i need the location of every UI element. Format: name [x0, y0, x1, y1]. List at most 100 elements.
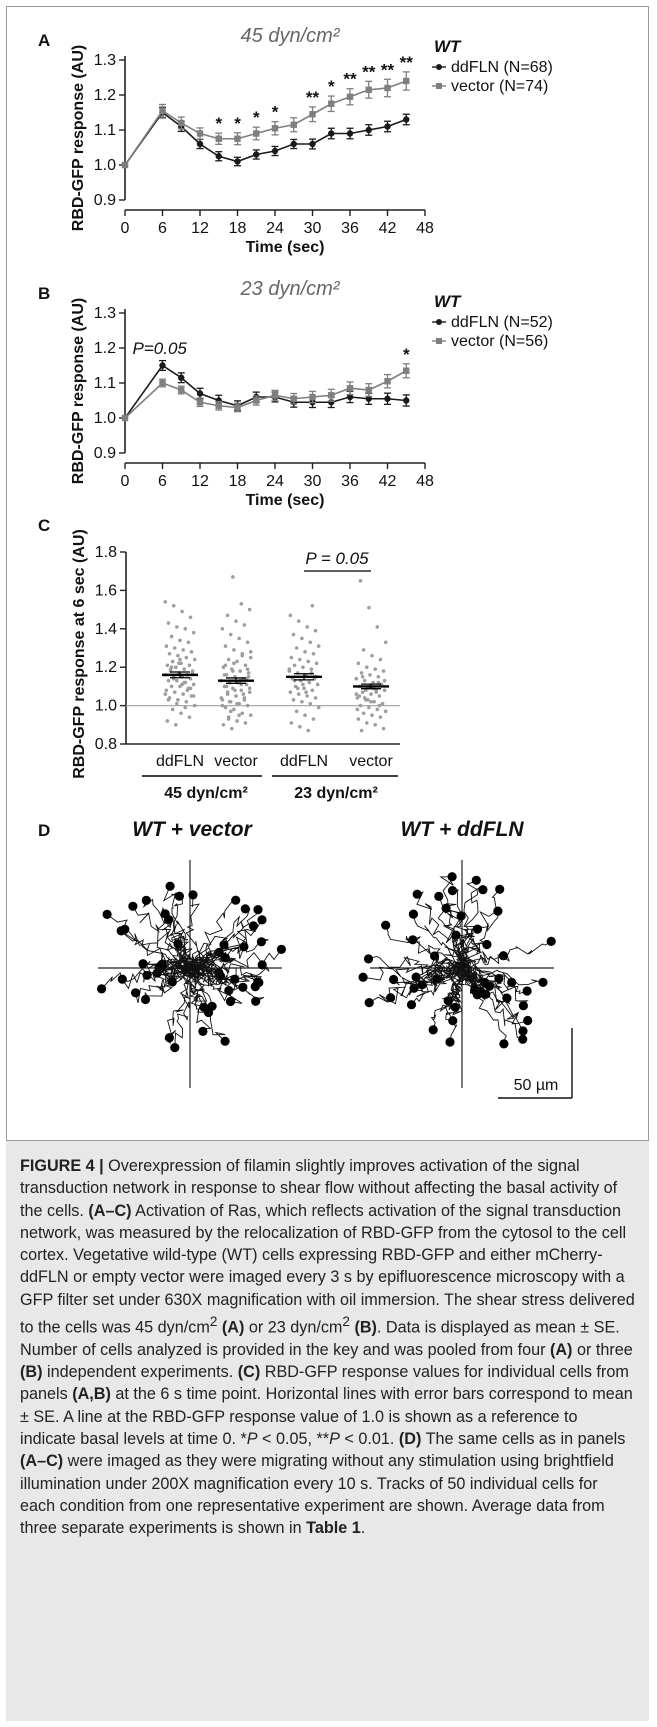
cell-dot — [303, 713, 307, 717]
cell-dot — [354, 692, 359, 696]
track-endpoint — [499, 1039, 509, 1049]
track-endpoint — [140, 994, 151, 1005]
x-tick-label: 30 — [304, 220, 322, 237]
track-endpoint — [518, 1026, 528, 1036]
cell-dot — [307, 680, 312, 685]
cell-dot — [177, 661, 181, 666]
track-endpoint — [493, 906, 503, 916]
track-endpoint — [408, 909, 418, 919]
cell-dot — [304, 690, 308, 694]
track-panel-title: WT + vector — [132, 818, 253, 841]
cell-dot — [305, 625, 309, 629]
group-label: 45 dyn/cm² — [164, 785, 248, 802]
cell-dot — [170, 659, 175, 664]
data-point — [365, 386, 372, 394]
legend-label: vector (N=74) — [451, 78, 548, 95]
legend-marker — [436, 319, 442, 325]
cell-dot — [365, 665, 369, 669]
track-endpoint — [225, 996, 236, 1007]
x-tick-label: 24 — [266, 473, 284, 490]
cell-track — [142, 898, 191, 969]
cell-dot — [235, 719, 239, 723]
cell-dot — [174, 665, 178, 669]
data-point — [121, 161, 129, 169]
y-tick-label: 1.2 — [94, 340, 116, 357]
cell-dot — [192, 703, 197, 708]
cell-dot — [356, 661, 361, 666]
cell-dot — [247, 690, 252, 694]
cell-track — [188, 967, 226, 1042]
caption-text: independent experiments. — [42, 1363, 238, 1382]
group-label: 23 dyn/cm² — [294, 785, 378, 802]
caption-intro: Overexpression of filamin slightly impro… — [20, 1157, 618, 1220]
cell-dot — [377, 694, 382, 698]
cell-dot — [310, 688, 315, 693]
caption-ref: (A–C) — [88, 1201, 132, 1220]
data-point — [159, 362, 166, 369]
track-endpoint — [170, 1043, 180, 1053]
cell-track — [185, 967, 212, 1032]
cell-track — [135, 967, 191, 1004]
cell-dot — [248, 655, 253, 660]
caption-superscript: 2 — [342, 1314, 350, 1330]
track-endpoint — [97, 984, 107, 994]
cell-dot — [247, 686, 252, 691]
cell-dot — [242, 698, 247, 702]
cell-dot — [383, 640, 388, 645]
panel-letter: C — [38, 516, 50, 535]
cell-dot — [165, 663, 170, 668]
caption-text: at the 6 s time point. Horizontal lines … — [20, 1385, 633, 1448]
cell-dot — [225, 690, 230, 694]
cell-dot — [181, 692, 185, 696]
data-point — [403, 397, 410, 404]
cell-dot — [372, 699, 376, 704]
cell-track — [171, 893, 194, 969]
cell-dot — [237, 713, 241, 717]
caption-text: . — [360, 1519, 366, 1538]
panel-title: 45 dyn/cm² — [241, 25, 341, 47]
panel-title: 23 dyn/cm² — [240, 278, 341, 300]
y-tick-label: 1.3 — [94, 305, 116, 322]
cell-dot — [382, 688, 387, 693]
cell-dot — [360, 690, 365, 694]
cell-dot — [302, 686, 306, 691]
track-endpoint — [471, 875, 481, 885]
cell-dot — [232, 707, 236, 712]
track-endpoint — [451, 930, 461, 940]
x-tick-label: 48 — [416, 473, 434, 490]
cell-dot — [369, 692, 373, 696]
data-point — [403, 367, 410, 374]
cell-dot — [308, 640, 313, 645]
track-endpoint — [102, 909, 112, 920]
data-point — [384, 84, 391, 92]
x-axis-title: Time (sec) — [246, 239, 325, 256]
cell-dot — [228, 709, 233, 714]
caption-text: Activation of Ras, which reflects activa… — [20, 1201, 635, 1337]
track-endpoint — [256, 937, 266, 947]
y-tick-label: 0.9 — [94, 445, 116, 462]
cell-track — [189, 964, 265, 1002]
cell-track — [416, 962, 463, 986]
cell-dot — [163, 600, 168, 604]
data-point — [346, 393, 354, 401]
y-tick-label: 0.8 — [95, 736, 117, 753]
figure-4: A 45 dyn/cm² 0.9 1.0 1.1 1.2 1.3 0 6 12 18 24 30 36 42… — [38, 25, 573, 1099]
track-endpoint — [257, 915, 267, 925]
track-endpoint — [502, 993, 512, 1003]
cell-dot — [368, 673, 372, 677]
caption-text: < 0.01. — [339, 1429, 399, 1448]
cell-dot — [183, 705, 188, 710]
y-tick-label: 1.2 — [94, 87, 116, 104]
cell-dot — [245, 640, 250, 645]
significance-marker: * — [253, 108, 260, 127]
cell-dot — [356, 717, 361, 721]
cell-track — [161, 906, 193, 969]
y-tick-label: 1.0 — [95, 698, 117, 715]
data-point — [215, 153, 222, 160]
cell-dot — [289, 655, 294, 660]
category-label: ddFLN — [156, 753, 204, 770]
data-point — [328, 130, 335, 137]
cell-dot — [189, 650, 194, 654]
cell-dot — [375, 625, 380, 629]
cell-track — [461, 941, 552, 970]
